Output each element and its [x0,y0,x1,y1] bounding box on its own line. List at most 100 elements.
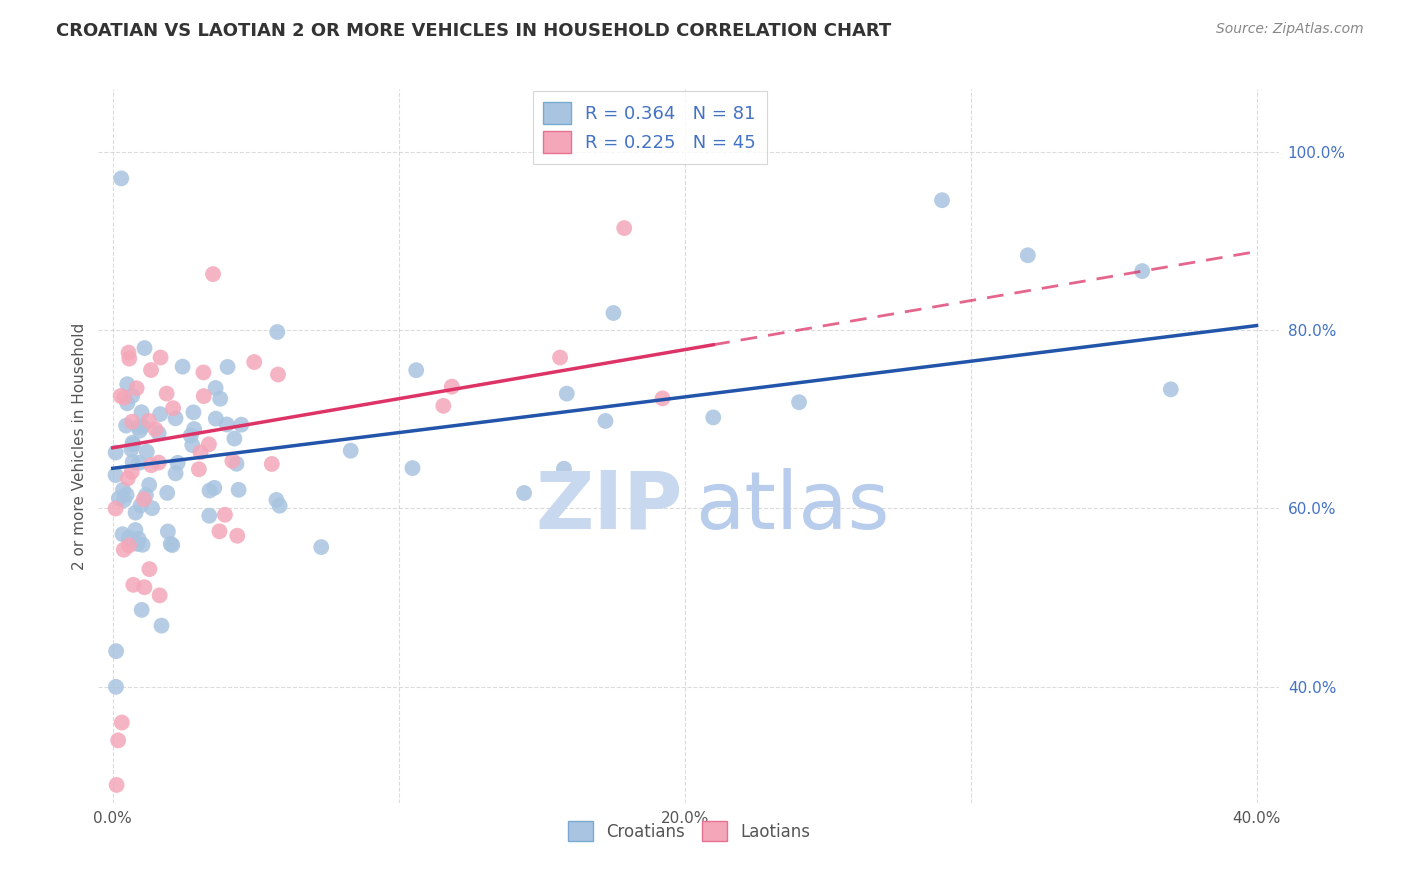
Point [122,437,145,451]
Point [128,424,150,438]
Point [225,457,247,471]
Legend: Croatians, Laotians: Croatians, Laotians [561,814,817,848]
Point [138,414,160,428]
Point [156,524,179,539]
Point [105,778,128,792]
Text: atlas: atlas [695,467,889,546]
Point [243,355,266,369]
Point [118,531,141,545]
Point [198,437,221,451]
Point [159,537,181,551]
Point [613,221,636,235]
Point [120,442,142,457]
Point [266,325,288,339]
Point [595,414,617,428]
Point [339,443,361,458]
Point [187,462,209,476]
Point [217,359,239,374]
Point [183,422,205,436]
Point [224,432,246,446]
Point [128,456,150,470]
Point [122,578,145,592]
Point [193,366,215,380]
Point [1130,264,1153,278]
Point [105,644,128,658]
Point [149,351,172,365]
Point [226,529,249,543]
Point [181,438,204,452]
Point [183,405,205,419]
Point [110,389,132,403]
Point [121,415,143,429]
Point [198,483,221,498]
Point [208,524,231,539]
Point [221,454,243,468]
Point [432,399,454,413]
Point [260,457,283,471]
Point [134,580,156,594]
Point [138,562,160,576]
Point [135,444,157,458]
Point [190,445,212,459]
Point [440,379,463,393]
Text: CROATIAN VS LAOTIAN 2 OR MORE VEHICLES IN HOUSEHOLD CORRELATION CHART: CROATIAN VS LAOTIAN 2 OR MORE VEHICLES I… [56,22,891,40]
Point [1160,382,1182,396]
Point [117,345,139,359]
Point [166,456,188,470]
Point [150,618,173,632]
Point [104,445,127,459]
Point [141,458,163,473]
Point [198,508,221,523]
Point [115,377,138,392]
Point [112,542,135,557]
Point [553,462,575,476]
Point [128,420,150,434]
Point [267,368,290,382]
Point [702,410,724,425]
Point [165,411,187,425]
Point [141,501,163,516]
Point [127,537,149,551]
Point [104,501,127,516]
Point [180,428,202,442]
Point [117,471,139,485]
Point [131,405,153,419]
Point [129,499,152,513]
Point [121,389,143,403]
Point [602,306,624,320]
Point [202,481,225,495]
Point [131,538,153,552]
Point [111,483,134,497]
Point [107,733,129,747]
Point [112,391,135,405]
Point [165,467,187,481]
Point [108,491,131,506]
Point [548,351,571,365]
Point [155,386,177,401]
Point [134,341,156,355]
Point [148,426,170,441]
Point [104,680,127,694]
Point [124,506,146,520]
Point [202,267,225,281]
Point [104,468,127,483]
Point [139,363,162,377]
Point [787,395,810,409]
Point [131,603,153,617]
Point [112,493,135,508]
Point [513,486,536,500]
Point [128,532,150,546]
Point [149,407,172,421]
Point [131,419,153,434]
Point [204,381,226,395]
Point [111,527,134,541]
Point [145,422,167,436]
Text: Source: ZipAtlas.com: Source: ZipAtlas.com [1216,22,1364,37]
Point [204,411,226,425]
Point [162,538,184,552]
Point [193,389,215,403]
Point [555,386,578,401]
Point [651,392,673,406]
Point [125,381,148,395]
Text: ZIP: ZIP [536,467,683,546]
